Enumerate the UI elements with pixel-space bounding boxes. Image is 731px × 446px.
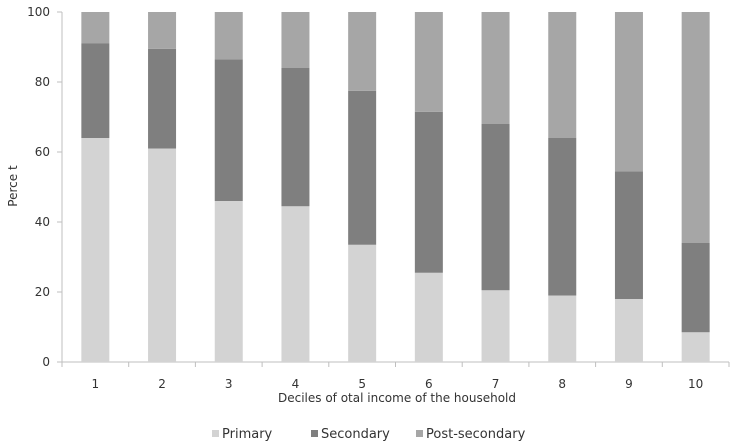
bar-segment-secondary-decile-1: [81, 43, 110, 138]
bar-segment-primary-decile-7: [481, 290, 510, 362]
y-tick-label: 40: [35, 215, 50, 229]
y-tick-label: 100: [27, 5, 50, 19]
x-tick-label: 6: [425, 377, 433, 391]
y-tick-label: 20: [35, 285, 50, 299]
y-tick-label: 60: [35, 145, 50, 159]
bar-segment-post-secondary-decile-1: [81, 12, 110, 44]
bar-segment-primary-decile-6: [414, 272, 443, 362]
x-tick-label: 9: [625, 377, 633, 391]
bar-segment-secondary-decile-2: [148, 48, 177, 149]
y-tick-labels: 0 20 40 60 80 100: [27, 5, 62, 369]
bar-segment-secondary-decile-3: [214, 59, 243, 201]
bar-segment-secondary-decile-9: [614, 171, 643, 299]
x-tick-label: 8: [558, 377, 566, 391]
legend-label-post-secondary: Post-secondary: [426, 427, 526, 442]
bar-segment-post-secondary-decile-7: [481, 12, 510, 124]
bar-segment-primary-decile-3: [214, 201, 243, 362]
legend-swatch-secondary: [311, 430, 318, 437]
bar-segment-secondary-decile-7: [481, 124, 510, 291]
x-tick-label: 1: [92, 377, 100, 391]
y-tick-label: 0: [42, 355, 50, 369]
bar-segment-secondary-decile-5: [348, 90, 377, 245]
bar-segment-primary-decile-9: [614, 299, 643, 362]
x-tick-label: 10: [688, 377, 703, 391]
bar-segment-primary-decile-5: [348, 244, 377, 362]
bar-segment-primary-decile-8: [548, 295, 577, 362]
bar-segment-primary-decile-10: [681, 332, 710, 362]
legend-label-primary: Primary: [222, 427, 273, 442]
legend-swatch-primary: [212, 430, 219, 437]
y-axis-title: Perce t: [6, 165, 20, 207]
bar-segment-primary-decile-1: [81, 138, 110, 362]
bar-segment-post-secondary-decile-4: [281, 12, 310, 68]
y-tick-label: 80: [35, 75, 50, 89]
bar-segment-secondary-decile-8: [548, 138, 577, 296]
x-axis-title: Deciles of otal income of the household: [278, 391, 516, 405]
bar-segment-post-secondary-decile-5: [348, 12, 377, 91]
bar-segment-primary-decile-4: [281, 206, 310, 362]
bar-segment-post-secondary-decile-8: [548, 12, 577, 138]
x-tick-label: 3: [225, 377, 233, 391]
legend-label-secondary: Secondary: [321, 427, 390, 442]
bar-segment-post-secondary-decile-10: [681, 12, 710, 243]
legend-swatch-post-secondary: [416, 430, 423, 437]
bar-segment-secondary-decile-10: [681, 243, 710, 333]
bar-segment-post-secondary-decile-2: [148, 12, 177, 49]
x-tick-label: 7: [492, 377, 500, 391]
x-tick-label: 4: [292, 377, 300, 391]
legend: Primary Secondary Post-secondary: [212, 427, 526, 442]
bar-segment-post-secondary-decile-9: [614, 12, 643, 172]
bar-segment-primary-decile-2: [148, 148, 177, 362]
bar-segment-secondary-decile-6: [414, 111, 443, 273]
bar-segment-post-secondary-decile-3: [214, 12, 243, 60]
bar-segment-secondary-decile-4: [281, 68, 310, 207]
bars-group: [81, 12, 710, 362]
x-tick-label: 2: [158, 377, 166, 391]
x-tick-labels: 1 2 3 4 5 6 7 8 9 10: [61, 362, 730, 391]
bar-segment-post-secondary-decile-6: [414, 12, 443, 112]
x-tick-label: 5: [358, 377, 366, 391]
